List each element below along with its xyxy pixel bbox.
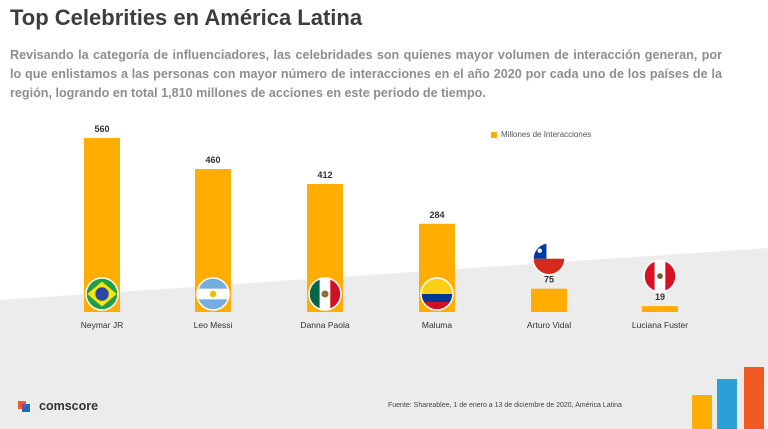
mexico-flag-icon	[308, 277, 342, 311]
data-label: 412	[317, 170, 332, 180]
category-label: Arturo Vidal	[527, 320, 571, 330]
category-label: Danna Paola	[300, 320, 349, 330]
deco-bar-2	[717, 379, 737, 429]
deco-bar-1	[692, 395, 712, 429]
peru-flag-icon	[643, 259, 677, 293]
data-label: 284	[429, 210, 444, 220]
source-note: Fuente: Shareablee, 1 de enero a 13 de d…	[388, 402, 622, 409]
intro-paragraph: Revisando la categoría de influenciadore…	[10, 48, 722, 100]
bar-luciana-fuster	[642, 306, 678, 312]
comscore-logo: comscore	[18, 399, 98, 413]
category-label: Leo Messi	[194, 320, 233, 330]
legend-swatch	[491, 131, 497, 138]
deco-bar-3	[744, 367, 764, 429]
category-label: Luciana Fuster	[632, 320, 688, 330]
data-label: 19	[655, 292, 665, 302]
argentina-flag-icon	[196, 277, 230, 311]
chile-flag-icon	[532, 241, 566, 276]
data-label: 560	[94, 124, 109, 134]
comscore-logo-icon	[18, 401, 30, 412]
data-label: 460	[205, 155, 220, 165]
legend-label: Millones de Interacciones	[501, 130, 592, 139]
comscore-brand: comscore	[39, 399, 99, 413]
category-label: Neymar JR	[81, 320, 124, 330]
chart-legend: Millones de Interacciones	[491, 130, 591, 139]
colombia-flag-icon	[420, 277, 454, 311]
brazil-flag-icon	[85, 277, 119, 311]
data-label: 75	[544, 275, 554, 285]
page-title: Top Celebrities en América Latina	[10, 5, 363, 30]
bar-arturo-vidal	[531, 288, 567, 312]
category-label: Maluma	[422, 320, 453, 330]
